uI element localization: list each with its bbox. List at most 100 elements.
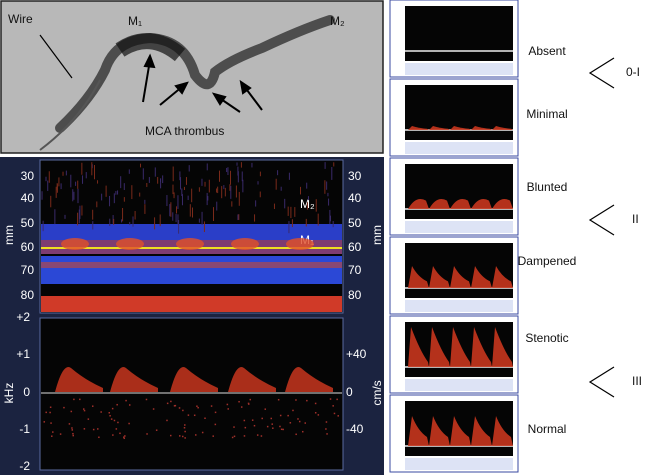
speckle: [196, 405, 198, 407]
speckle: [214, 423, 217, 426]
speckle: [271, 423, 273, 425]
pulse: [61, 238, 89, 250]
speckle: [45, 411, 47, 414]
speckle: [295, 433, 297, 436]
speckle: [123, 436, 125, 438]
tick-label: -1: [19, 422, 30, 436]
speckle: [123, 437, 126, 440]
tick-label: 70: [21, 263, 35, 277]
tick-label: 80: [348, 288, 362, 302]
speckle: [261, 417, 263, 420]
speckle: [272, 427, 274, 429]
speckle: [226, 403, 229, 406]
speckle: [124, 435, 126, 437]
speckle: [71, 429, 74, 431]
speckle: [115, 428, 118, 430]
tick-label: 70: [348, 263, 362, 277]
speckle: [243, 435, 246, 437]
m2-label: M₂: [330, 14, 345, 28]
speckle: [244, 426, 247, 429]
speckle: [270, 417, 273, 420]
speckle: [91, 405, 94, 407]
speckle: [178, 435, 181, 437]
waveform-strips: [389, 0, 519, 473]
speckle: [68, 423, 71, 425]
speckle: [292, 409, 294, 412]
speckle: [260, 435, 263, 437]
tick-label: 40: [21, 191, 35, 205]
speckle: [233, 426, 235, 428]
speckle: [43, 421, 46, 423]
speckle: [266, 425, 269, 428]
pulse: [231, 238, 259, 250]
speckle: [287, 414, 289, 417]
spectral-envelope: [228, 367, 276, 392]
speckle: [326, 433, 328, 435]
strip-info: [405, 63, 513, 75]
speckle: [113, 419, 116, 422]
spectral-envelope: [170, 367, 218, 392]
speckle: [71, 427, 73, 429]
speckle: [83, 409, 86, 412]
spectral-envelope: [55, 367, 103, 392]
speckle: [238, 400, 240, 403]
waveform-label: Normal: [528, 422, 567, 436]
speckle: [317, 414, 320, 416]
tick-label: 60: [348, 240, 362, 254]
speckle: [117, 421, 119, 424]
speckle: [231, 436, 234, 439]
spectral-envelope: [285, 367, 333, 392]
grade-label: 0-I: [626, 65, 640, 79]
speckle: [49, 411, 51, 414]
tick-label: 50: [21, 216, 35, 230]
speckle: [119, 432, 121, 435]
speckle: [187, 414, 190, 416]
speckle: [49, 406, 52, 409]
speckle: [178, 407, 181, 409]
speckle: [72, 432, 74, 435]
speckle: [128, 404, 131, 406]
speckle: [152, 408, 155, 410]
speckle: [110, 418, 113, 420]
speckle: [97, 428, 99, 430]
speckle: [210, 405, 213, 407]
strip-waveform: [405, 266, 513, 288]
speckle: [145, 398, 148, 401]
speckle: [112, 434, 114, 436]
speckle: [125, 399, 127, 402]
speckle: [100, 411, 102, 413]
strip-display: [405, 6, 513, 61]
spectrum: [39, 317, 344, 471]
axis-label: kHz: [2, 383, 16, 404]
vessel-branch: [39, 79, 101, 151]
pointer: [39, 34, 73, 79]
speckle: [295, 399, 297, 401]
speckle: [337, 415, 339, 417]
tick-label: 30: [348, 169, 362, 183]
speckle: [325, 421, 328, 423]
strip-waveform: [405, 126, 513, 130]
speckle: [184, 424, 186, 426]
speckle: [212, 435, 214, 437]
strip-info: [405, 458, 513, 470]
axis-label: cm/s: [370, 380, 384, 405]
speckle: [243, 419, 246, 422]
tick-label: 30: [21, 169, 35, 183]
speckle: [174, 404, 177, 407]
speckle: [304, 422, 307, 424]
angiogram: Wire M₁ M₂ MCA thrombus: [0, 0, 384, 154]
vessel: [55, 15, 335, 133]
tick-label: -2: [19, 459, 30, 473]
speckle: [314, 411, 317, 414]
speckle: [297, 418, 299, 420]
speckle: [251, 419, 254, 421]
tick-label: 0: [23, 385, 30, 399]
waveform-label: Minimal: [526, 107, 567, 121]
speckle: [173, 405, 176, 407]
speckle: [108, 412, 111, 414]
pulse: [116, 238, 144, 250]
strip-waveform: [405, 199, 513, 209]
tick-label: -40: [346, 422, 364, 436]
waveform-label: Dampened: [518, 254, 577, 268]
speckle: [197, 406, 199, 409]
